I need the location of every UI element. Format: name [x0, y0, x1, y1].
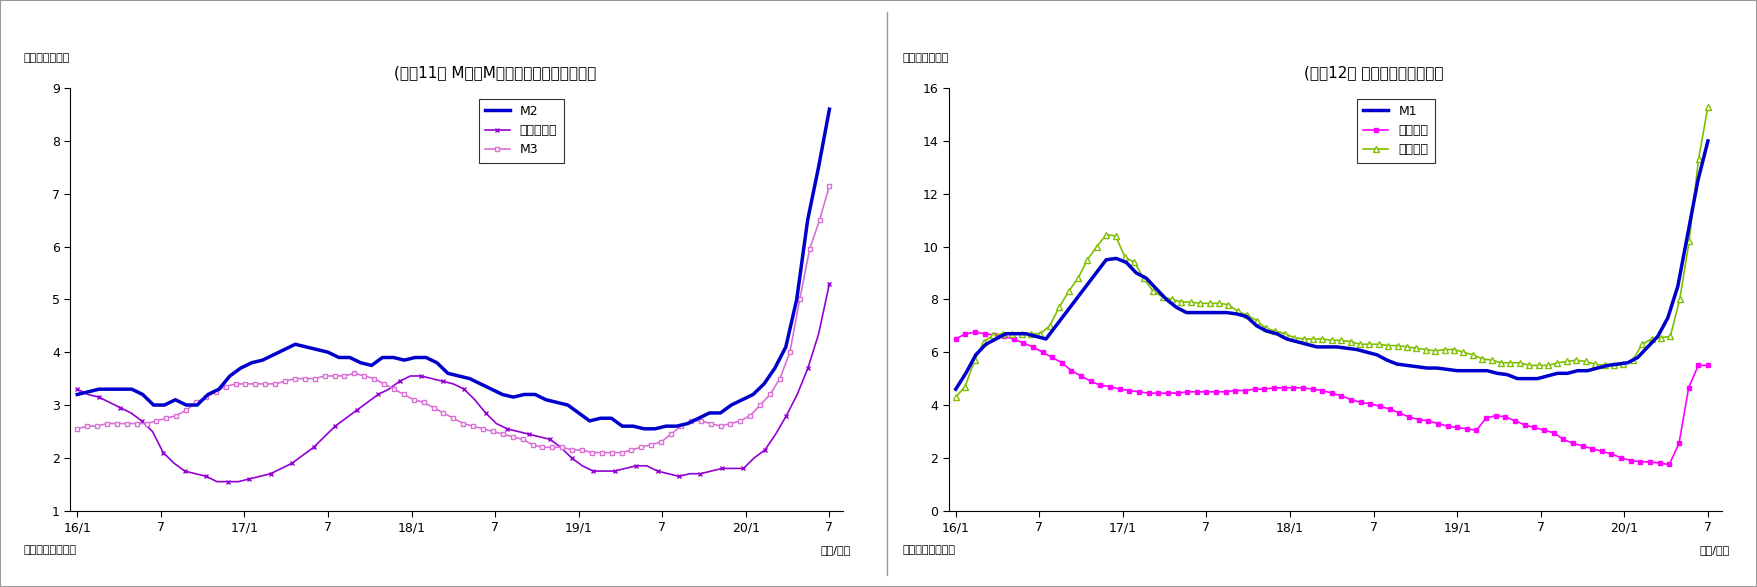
- Text: （前年比、％）: （前年比、％）: [903, 53, 949, 63]
- Legend: M1, 現金通貨, 預金通貨: M1, 現金通貨, 預金通貨: [1356, 99, 1434, 163]
- Title: (図表12） 現金・預金の伸び率: (図表12） 現金・預金の伸び率: [1304, 65, 1444, 80]
- Text: （年/月）: （年/月）: [1699, 545, 1729, 555]
- Text: （資料）日本銀行: （資料）日本銀行: [25, 545, 77, 555]
- Text: （前年比、％）: （前年比、％）: [25, 53, 70, 63]
- Text: （年/月）: （年/月）: [821, 545, 850, 555]
- Text: （資料）日本銀行: （資料）日本銀行: [903, 545, 956, 555]
- Legend: M2, 広義流動性, M3: M2, 広義流動性, M3: [478, 99, 564, 163]
- Title: (図表11） M２、M３、広義流動性の伸び率: (図表11） M２、M３、広義流動性の伸び率: [394, 65, 597, 80]
